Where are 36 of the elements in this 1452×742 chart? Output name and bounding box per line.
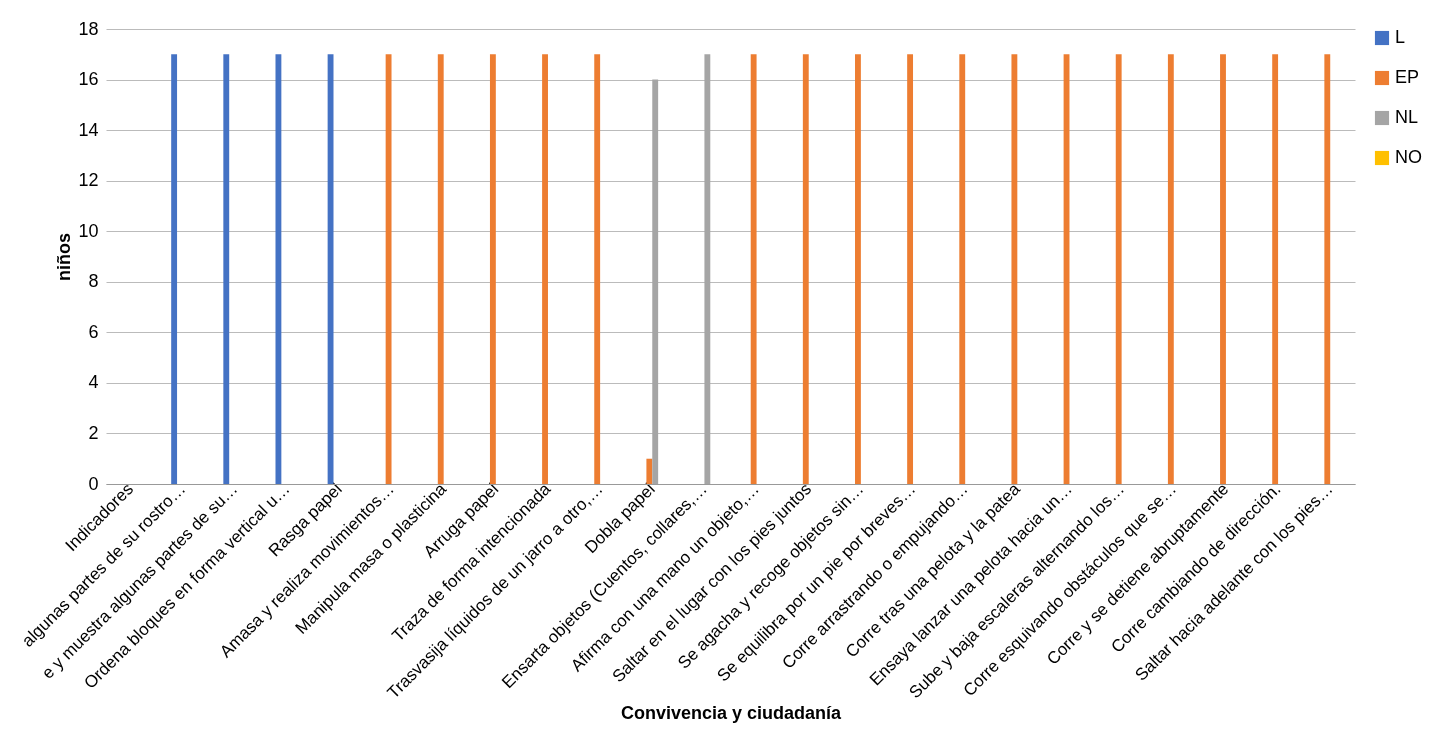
bar	[594, 54, 601, 484]
bar	[1324, 54, 1331, 484]
bar	[1272, 54, 1279, 484]
y-tick-label: 14	[78, 119, 99, 140]
y-axis-title: niños	[54, 233, 75, 281]
y-tick-label: 8	[88, 271, 99, 292]
legend-label: NO	[1395, 147, 1422, 167]
bar	[489, 54, 496, 484]
bar	[275, 54, 282, 484]
bar	[437, 54, 444, 484]
bar	[171, 54, 178, 484]
x-axis-title: Convivencia y ciudadanía	[620, 702, 843, 723]
bar	[750, 54, 757, 484]
bar	[385, 54, 392, 484]
legend-label: NL	[1395, 107, 1419, 127]
bar	[907, 54, 914, 484]
y-tick-label: 2	[88, 422, 99, 443]
y-tick-label: 4	[88, 372, 99, 393]
bar	[855, 54, 861, 484]
bar	[1011, 54, 1018, 484]
y-tick-label: 6	[88, 321, 99, 342]
bar	[959, 54, 966, 484]
bar	[327, 54, 334, 484]
y-tick-label: 16	[78, 69, 99, 90]
legend-label: EP	[1395, 67, 1420, 87]
bar	[542, 54, 548, 484]
y-tick-label: 10	[78, 220, 99, 241]
legend-label: L	[1395, 27, 1406, 47]
bar	[1220, 54, 1226, 484]
y-tick-label: 12	[78, 170, 99, 191]
y-tick-label: 18	[78, 18, 99, 39]
bar	[223, 54, 230, 484]
bar	[646, 458, 653, 484]
bar	[1167, 54, 1174, 484]
bar	[802, 54, 809, 484]
bar	[1115, 54, 1122, 484]
